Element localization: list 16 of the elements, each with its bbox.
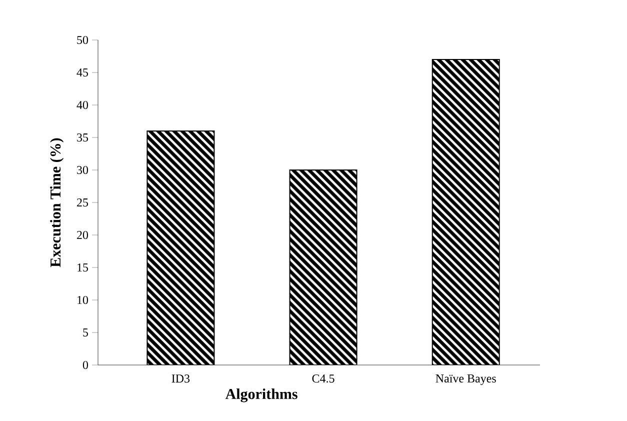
x-tick-label: Naïve Bayes [436,374,496,385]
y-tick-label: 30 [77,166,88,174]
y-tick-label: 5 [83,328,88,336]
y-tick-label: 0 [82,360,88,370]
y-axis-title: Execution Time (%) [50,138,64,268]
y-tick-label: 20 [77,230,88,240]
y-tick-label: 10 [78,296,88,304]
x-tick-label: ID3 [172,374,190,383]
y-tick-label: 40 [76,100,88,110]
y-tick-label: 50 [77,36,88,44]
x-tick-label: C4.5 [312,374,334,383]
y-tick-label: 45 [76,68,88,77]
x-axis-title: Algorithms [225,388,298,402]
y-tick-label: 25 [77,198,88,207]
y-tick-label: 35 [77,133,88,142]
y-tick-label: 15 [78,263,88,272]
